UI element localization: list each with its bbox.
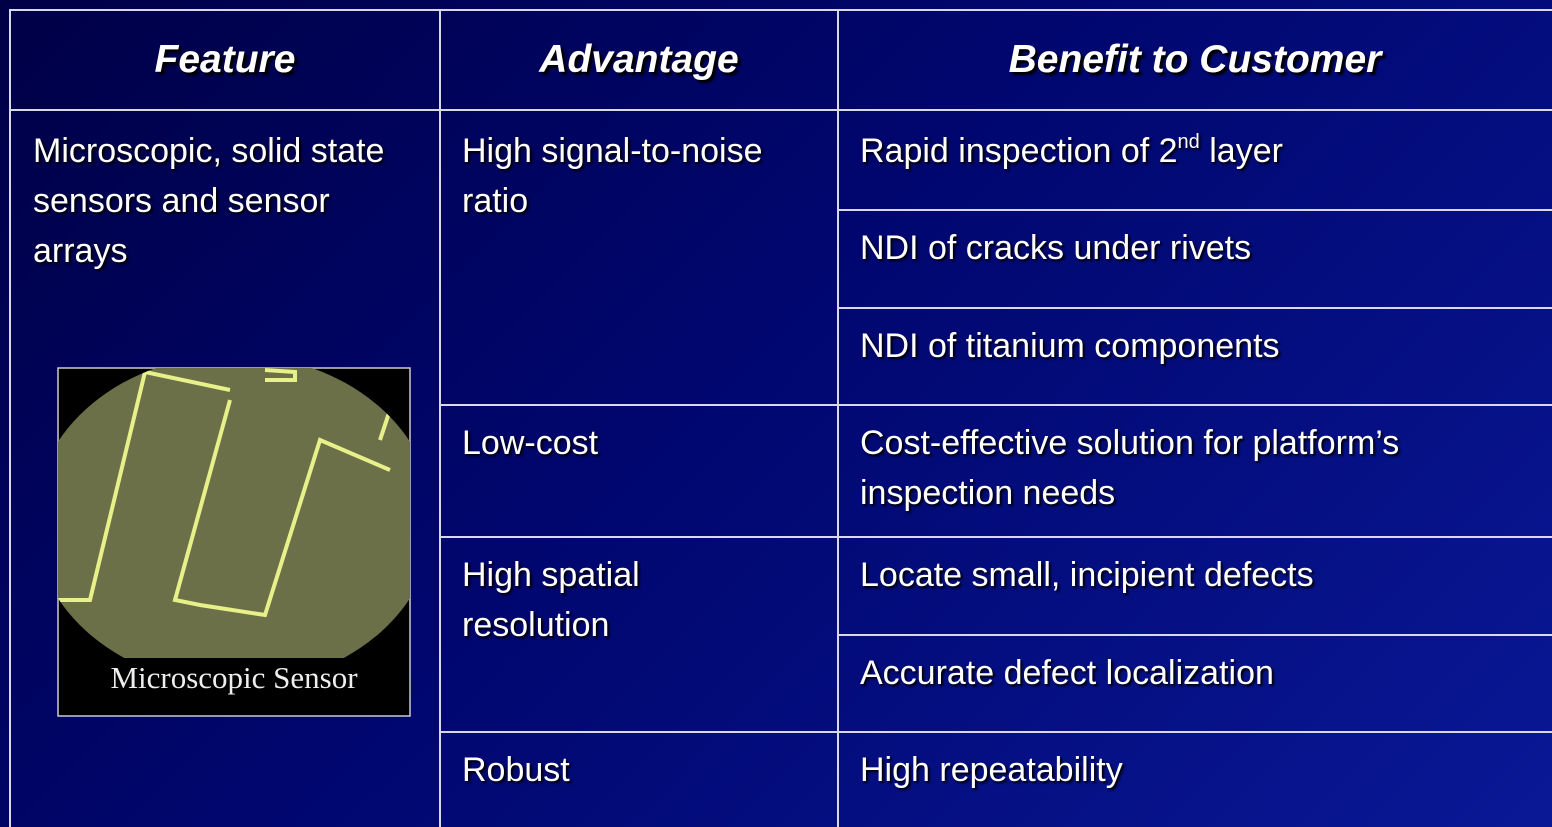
- header-cell: Feature: [154, 38, 296, 81]
- advantage: High signal-to-noise ratio: [462, 132, 763, 220]
- benefit: Rapid inspection of 2nd layer: [860, 126, 1540, 176]
- table-border: [9, 9, 1552, 827]
- advantage: High spatial resolution: [462, 556, 640, 644]
- benefit: NDI of titanium components: [860, 327, 1280, 365]
- benefit: High repeatability: [860, 751, 1123, 789]
- advantage: Low-cost: [462, 424, 599, 462]
- header-cell: Benefit to Customer: [1008, 38, 1382, 81]
- benefit-text: Rapid inspection of 2: [860, 132, 1178, 170]
- benefit: Cost-effective solution for platform’s i…: [860, 424, 1400, 512]
- benefit: NDI of cracks under rivets: [860, 229, 1252, 267]
- image-caption: Microscopic Sensor: [110, 660, 358, 695]
- benefit-text: layer: [1209, 132, 1283, 170]
- sensor-image: Microscopic Sensor: [57, 367, 411, 717]
- benefit: Accurate defect localization: [860, 654, 1274, 692]
- advantage: Robust: [462, 751, 570, 789]
- header-cell: Advantage: [539, 38, 739, 81]
- benefit: Locate small, incipient defects: [860, 556, 1314, 594]
- superscript: nd: [1177, 131, 1200, 153]
- feature-text: Microscopic, solid state sensors and sen…: [33, 132, 385, 270]
